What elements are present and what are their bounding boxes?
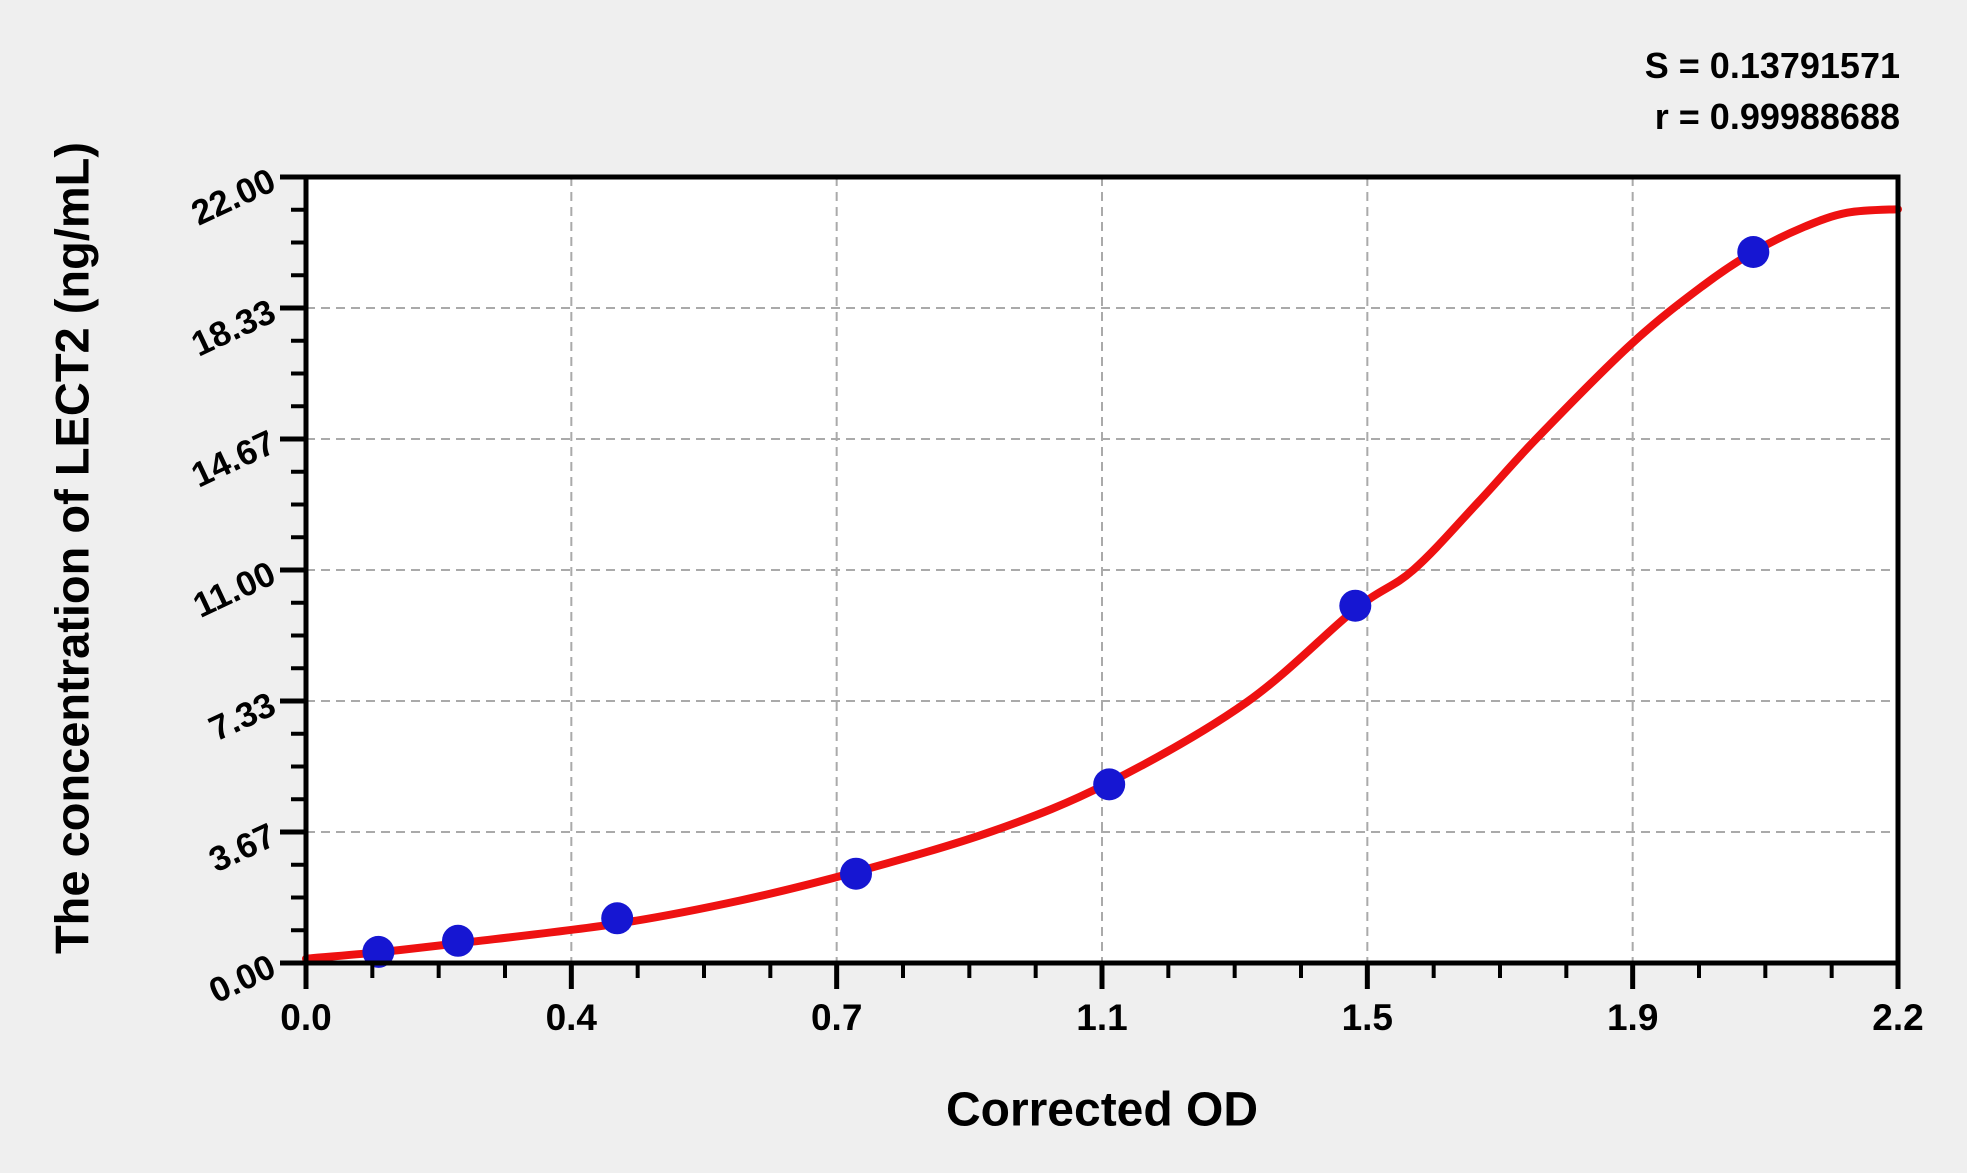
data-point bbox=[1339, 589, 1372, 622]
data-point bbox=[442, 924, 474, 957]
x-tick-label: 1.1 bbox=[1076, 997, 1127, 1038]
data-points bbox=[362, 236, 1770, 968]
y-tick-label: 22.00 bbox=[186, 161, 282, 233]
x-axis-title: Corrected OD bbox=[945, 1083, 1259, 1137]
s-value: S = 0.13791571 bbox=[1644, 45, 1900, 86]
x-tick-label: 0.0 bbox=[280, 997, 331, 1038]
y-tick-label: 18.33 bbox=[186, 292, 282, 364]
r-value: r = 0.99988688 bbox=[1654, 96, 1900, 137]
y-tick-label: 3.67 bbox=[203, 816, 281, 880]
y-axis-title: The concentration of LECT2 (ng/mL) bbox=[45, 141, 99, 955]
gridlines bbox=[306, 177, 1898, 963]
x-tick-label: 1.5 bbox=[1342, 997, 1393, 1038]
fit-statistics: S = 0.13791571 r = 0.99988688 bbox=[1645, 40, 1900, 142]
x-tick-label: 2.2 bbox=[1872, 997, 1923, 1038]
y-tick-label: 14.67 bbox=[186, 423, 282, 495]
x-tick-label: 0.4 bbox=[546, 997, 598, 1038]
y-tick-label: 11.00 bbox=[187, 554, 281, 626]
data-point bbox=[840, 857, 872, 890]
axis-ticks bbox=[280, 174, 1901, 989]
data-point bbox=[362, 935, 395, 968]
x-tick-label: 0.7 bbox=[811, 997, 862, 1038]
data-point bbox=[1737, 236, 1770, 268]
y-tick-labels: 0.00 3.67 7.33 11.00 14.67 18.33 22.00 bbox=[186, 161, 282, 1011]
data-point bbox=[601, 902, 634, 935]
x-tick-labels: 0.0 0.4 0.7 1.1 1.5 1.9 2.2 bbox=[280, 997, 1923, 1038]
y-tick-label: 7.33 bbox=[203, 685, 281, 749]
x-tick-label: 1.9 bbox=[1607, 997, 1658, 1038]
y-tick-label: 0.00 bbox=[203, 947, 281, 1011]
data-point bbox=[1093, 768, 1126, 801]
